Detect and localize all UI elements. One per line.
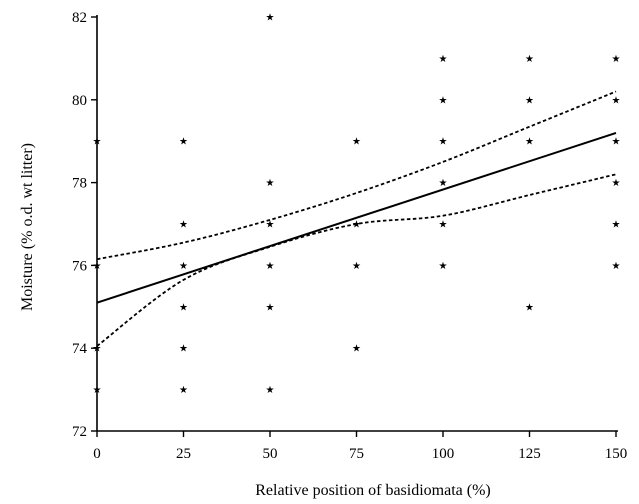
data-point: ★ xyxy=(525,302,534,313)
y-tick-label: 78 xyxy=(72,176,87,192)
data-point: ★ xyxy=(352,137,361,148)
lower-confidence-line xyxy=(96,173,617,347)
data-point: ★ xyxy=(179,302,188,313)
x-tick-label: 125 xyxy=(518,446,541,462)
data-point: ★ xyxy=(439,220,448,231)
data-point: ★ xyxy=(266,178,275,189)
x-axis-title: Relative position of basidiomata (%) xyxy=(255,482,491,499)
data-point: ★ xyxy=(612,220,621,231)
data-point: ★ xyxy=(266,13,275,24)
y-tick-label: 76 xyxy=(72,258,88,274)
data-point: ★ xyxy=(525,95,534,106)
data-point: ★ xyxy=(525,54,534,65)
data-point: ★ xyxy=(266,302,275,313)
y-tick-label: 82 xyxy=(72,10,87,26)
y-tick-label: 72 xyxy=(72,424,87,440)
x-tick-label: 75 xyxy=(349,446,364,462)
x-tick-label: 100 xyxy=(432,446,455,462)
data-point: ★ xyxy=(612,178,621,189)
data-point: ★ xyxy=(93,344,102,355)
data-point: ★ xyxy=(93,385,102,396)
data-point: ★ xyxy=(439,261,448,272)
data-point: ★ xyxy=(179,344,188,355)
data-point: ★ xyxy=(439,95,448,106)
data-point: ★ xyxy=(179,385,188,396)
data-point: ★ xyxy=(266,385,275,396)
data-point: ★ xyxy=(93,137,102,148)
x-tick-label: 0 xyxy=(93,446,101,462)
data-point: ★ xyxy=(179,137,188,148)
x-tick-label: 150 xyxy=(605,446,628,462)
data-point: ★ xyxy=(179,261,188,272)
y-tick-label: 80 xyxy=(72,93,87,109)
data-point: ★ xyxy=(612,95,621,106)
data-point: ★ xyxy=(266,261,275,272)
data-point: ★ xyxy=(439,137,448,148)
data-point: ★ xyxy=(93,261,102,272)
data-point: ★ xyxy=(612,54,621,65)
x-tick-label: 25 xyxy=(176,446,191,462)
data-point: ★ xyxy=(612,137,621,148)
upper-confidence-line xyxy=(96,90,617,261)
data-point: ★ xyxy=(352,261,361,272)
data-point: ★ xyxy=(352,220,361,231)
data-point: ★ xyxy=(352,344,361,355)
data-point: ★ xyxy=(439,54,448,65)
x-tick-label: 50 xyxy=(263,446,278,462)
data-point: ★ xyxy=(179,220,188,231)
plot-area: 72 74 76 78 80 82 0 25 50 75 100 125 150 ★ ★ ★ ★ ★ ★ ★ ★ ★ ★ ★ ★… xyxy=(72,10,627,462)
y-axis-title: Moisture (% o.d. wt litter) xyxy=(19,143,36,311)
data-point: ★ xyxy=(612,261,621,272)
data-point: ★ xyxy=(439,178,448,189)
data-point: ★ xyxy=(266,220,275,231)
regression-line xyxy=(96,131,617,304)
data-point: ★ xyxy=(525,137,534,148)
y-tick-label: 74 xyxy=(72,341,88,357)
